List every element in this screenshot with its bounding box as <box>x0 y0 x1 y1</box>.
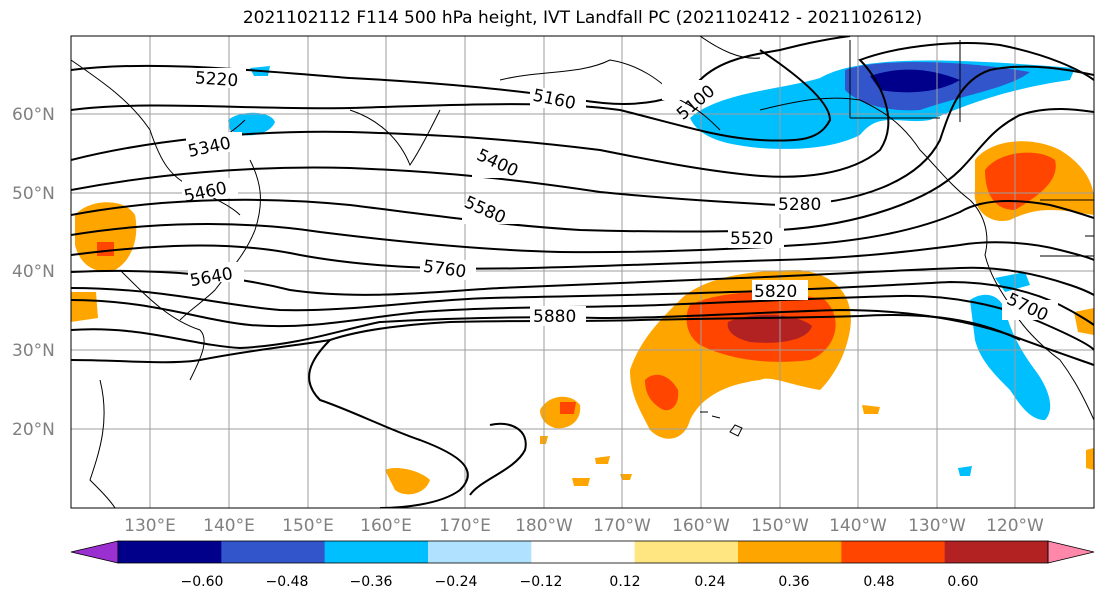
map-title: 2021102112 F114 500 hPa height, IVT Land… <box>242 8 923 28</box>
contour-label-5520: 5520 <box>730 229 773 249</box>
colorbar-label-6: 0.24 <box>694 574 725 590</box>
colorbar <box>70 540 1095 564</box>
lat-tick-20: 20°N <box>12 420 55 440</box>
positive-anomaly-small-d <box>572 478 590 486</box>
colorbar-box <box>634 541 739 563</box>
contour-label-5280: 5280 <box>778 195 821 215</box>
positive-anomaly-small-c <box>595 456 610 464</box>
lon-tick-130w: 130°W <box>908 516 966 536</box>
lat-tick-40: 40°N <box>12 262 55 282</box>
positive-anomaly-pnw-inner <box>985 152 1056 210</box>
map-frame <box>70 35 1095 509</box>
colorbar-box <box>221 541 326 563</box>
colorbar-label-4: −0.12 <box>520 574 563 590</box>
lon-tick-170e: 170°E <box>439 516 491 536</box>
colorbar-label-1: −0.48 <box>266 574 309 590</box>
lon-tick-170w: 170°W <box>593 516 651 536</box>
positive-anomaly-small-a <box>385 468 430 495</box>
positive-anomaly-mexico <box>1086 448 1094 470</box>
contour-label-5880: 5880 <box>533 307 576 327</box>
lon-tick-140w: 140°W <box>829 516 887 536</box>
colorbar-box <box>531 541 636 563</box>
colorbar-box <box>738 541 842 563</box>
contour-label-5820: 5820 <box>754 282 797 302</box>
lon-tick-130e: 130°E <box>124 516 176 536</box>
ivt-shading <box>71 60 1094 495</box>
positive-anomaly-west <box>75 202 137 272</box>
lat-tick-30: 30°N <box>12 341 55 361</box>
colorbar-extend-high <box>1047 540 1095 564</box>
lon-tick-150w: 150°W <box>751 516 809 536</box>
colorbar-label-2: −0.36 <box>350 574 393 590</box>
positive-anomaly-small-b <box>862 405 880 414</box>
colorbar-box <box>324 541 429 563</box>
colorbar-label-7: 0.36 <box>778 574 809 590</box>
map-area: 5220 5160 5100 5340 5400 5460 5580 5280 … <box>71 36 1094 508</box>
lon-tick-180w: 180°W <box>515 516 573 536</box>
positive-anomaly-hawaii-west-inner <box>560 402 576 414</box>
negative-anomaly-small-3 <box>958 466 972 476</box>
lat-axis: 60°N 50°N 40°N 30°N 20°N <box>12 105 55 440</box>
height-contours <box>71 36 1094 508</box>
lon-tick-150e: 150°E <box>282 516 334 536</box>
colorbar-box <box>944 541 1049 563</box>
colorbar-label-8: 0.48 <box>863 574 894 590</box>
lon-tick-160e: 160°E <box>360 516 412 536</box>
lat-tick-50: 50°N <box>12 184 55 204</box>
gridlines <box>71 36 1094 508</box>
colorbar-label-3: −0.24 <box>435 574 478 590</box>
lon-tick-120w: 120°W <box>986 516 1044 536</box>
colorbar-label-5: 0.12 <box>609 574 640 590</box>
colorbar-labels: −0.60 −0.48 −0.36 −0.24 −0.12 0.12 0.24 … <box>181 574 979 590</box>
positive-anomaly-west-2 <box>71 292 98 322</box>
positive-anomaly-small-e <box>620 474 632 480</box>
colorbar-extend-low <box>70 540 119 564</box>
positive-anomaly-subtropical-arm <box>645 374 679 411</box>
colorbar-label-9: 0.60 <box>947 574 978 590</box>
lon-tick-160w: 160°W <box>672 516 730 536</box>
colorbar-box <box>841 541 946 563</box>
colorbar-label-0: −0.60 <box>181 574 224 590</box>
colorbar-box <box>428 541 532 563</box>
colorbar-box <box>118 541 222 563</box>
colorbar-outline <box>117 540 1049 564</box>
negative-anomaly-west-coast <box>970 294 1051 420</box>
contour-label-5220: 5220 <box>194 68 239 91</box>
lon-tick-140e: 140°E <box>203 516 255 536</box>
negative-anomaly-okhotsk <box>228 112 275 136</box>
lat-tick-60: 60°N <box>12 105 55 125</box>
positive-anomaly-west-inner <box>97 242 114 256</box>
positive-anomaly-subtropical-max <box>727 314 812 343</box>
lon-axis: 130°E 140°E 150°E 160°E 170°E 180°W 170°… <box>124 516 1044 536</box>
